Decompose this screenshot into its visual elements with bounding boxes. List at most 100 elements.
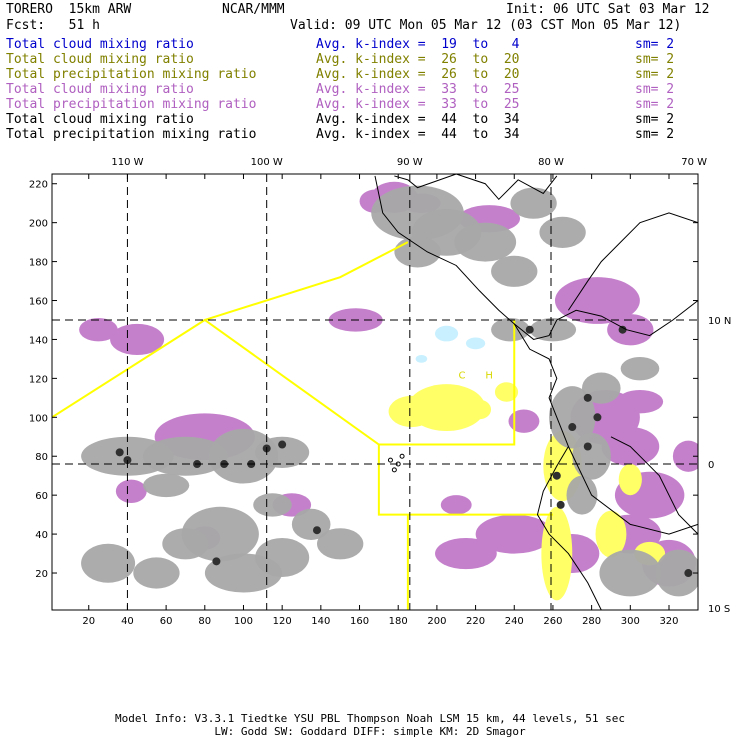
legend-kindex: Avg. k-index = 19 to 4 [316, 37, 520, 52]
longitude-label: 110 W [111, 157, 143, 168]
legend-field: Total cloud mixing ratio [6, 52, 194, 67]
model-title: TORERO 15km ARW [6, 2, 132, 17]
cloud-gray-area [253, 493, 292, 517]
cloud-gray-area [572, 432, 611, 480]
longitude-label: 80 W [538, 157, 564, 168]
cloud-pink-area [616, 390, 664, 414]
x-tick-label: 220 [466, 616, 485, 627]
x-tick-label: 80 [198, 616, 211, 627]
cloud-yellow-area [618, 463, 642, 496]
cloud-core [278, 440, 287, 449]
cloud-gray-area [599, 549, 662, 597]
x-tick-label: 160 [350, 616, 369, 627]
cloud-gray-area [566, 475, 598, 515]
cloud-pink-area [79, 318, 118, 342]
coastline [513, 323, 602, 610]
y-tick-label: 40 [35, 530, 48, 541]
y-tick-label: 220 [29, 180, 48, 191]
cloud-cyan-area [415, 355, 428, 363]
legend-field: Total precipitation mixing ratio [6, 127, 257, 142]
cloud-gray-area [549, 386, 596, 449]
legend-sm: sm= 2 [635, 97, 675, 112]
cloud-core [593, 413, 602, 422]
cloud-cyan-area [465, 337, 486, 350]
legend-field: Total precipitation mixing ratio [6, 97, 257, 112]
cloud-gray-area [620, 356, 660, 381]
cloud-gray-area [142, 436, 228, 476]
x-tick-label: 60 [160, 616, 173, 627]
legend-sm: sm= 2 [635, 82, 675, 97]
island-outline [391, 467, 397, 473]
cloud-gray-area [255, 537, 310, 577]
cloud-gray-area [529, 318, 577, 342]
coastline [394, 174, 558, 201]
x-tick-label: 300 [621, 616, 640, 627]
x-tick-label: 280 [582, 616, 601, 627]
x-tick-label: 120 [273, 616, 292, 627]
coastline [567, 446, 698, 535]
cloud-pink-area [115, 479, 147, 503]
legend-field: Total cloud mixing ratio [6, 82, 194, 97]
cloud-core [552, 471, 561, 480]
legend-kindex: Avg. k-index = 44 to 34 [316, 127, 520, 142]
cloud-yellow-area [595, 510, 627, 558]
longitude-label: 100 W [251, 157, 283, 168]
legend-kindex: Avg. k-index = 26 to 20 [316, 67, 520, 82]
cloud-yellow-area [541, 506, 573, 601]
cloud-pink-area [607, 314, 654, 346]
cloud-gray-area [133, 557, 180, 589]
coastline [374, 175, 698, 340]
legend-sm: sm= 2 [635, 37, 675, 52]
y-tick-label: 140 [29, 335, 48, 346]
legend-sm: sm= 2 [635, 67, 675, 82]
x-tick-label: 140 [311, 616, 330, 627]
cloud-core [583, 442, 592, 451]
y-tick-label: 20 [35, 569, 48, 580]
coastline [610, 436, 698, 535]
cloud-yellow-area [494, 382, 519, 402]
legend-field: Total cloud mixing ratio [6, 37, 194, 52]
cloud-core [684, 569, 693, 578]
y-tick-label: 200 [29, 219, 48, 230]
y-tick-label: 80 [35, 452, 48, 463]
cloud-gray-area [491, 318, 530, 342]
plot-frame [51, 173, 699, 611]
cloud-gray-area [208, 428, 279, 484]
center-name: NCAR/MMM [222, 2, 285, 17]
y-tick-label: 100 [29, 413, 48, 424]
x-tick-label: 100 [234, 616, 253, 627]
cloud-gray-area [581, 372, 621, 404]
y-tick-label: 120 [29, 374, 48, 385]
legend-kindex: Avg. k-index = 33 to 25 [316, 82, 520, 97]
y-tick-label: 160 [29, 297, 48, 308]
cloud-gray-area [255, 436, 310, 468]
cloud-pink-area [508, 409, 540, 433]
cloud-core [115, 448, 124, 457]
cloud-yellow-area [388, 395, 435, 428]
cloud-core [618, 325, 627, 334]
init-time: Init: 06 UTC Sat 03 Mar 12 [506, 2, 710, 17]
cloud-gray-area [510, 187, 557, 219]
cloud-gray-area [317, 528, 364, 560]
x-tick-label: 320 [659, 616, 678, 627]
y-tick-label: 60 [35, 491, 48, 502]
cloud-gray-area [142, 473, 190, 498]
cloud-cyan-area [434, 325, 459, 342]
cloud-gray-area [491, 255, 538, 287]
x-tick-label: 240 [505, 616, 524, 627]
map-label: C [459, 370, 466, 381]
cloud-pink-area [672, 440, 698, 472]
latitude-label: 0 [708, 460, 714, 471]
island-outline [399, 453, 405, 459]
y-tick-label: 180 [29, 258, 48, 269]
x-tick-label: 180 [389, 616, 408, 627]
cloud-pink-area [554, 277, 640, 324]
map-label: H [485, 370, 493, 381]
domain-boundary [204, 241, 409, 321]
footer-physics: LW: Godd SW: Goddard DIFF: simple KM: 2D… [214, 725, 526, 738]
longitude-label: 70 W [681, 157, 707, 168]
cloud-gray-area [291, 508, 331, 540]
legend-field: Total precipitation mixing ratio [6, 67, 257, 82]
domain-boundary [377, 444, 553, 516]
legend-kindex: Avg. k-index = 26 to 20 [316, 52, 520, 67]
